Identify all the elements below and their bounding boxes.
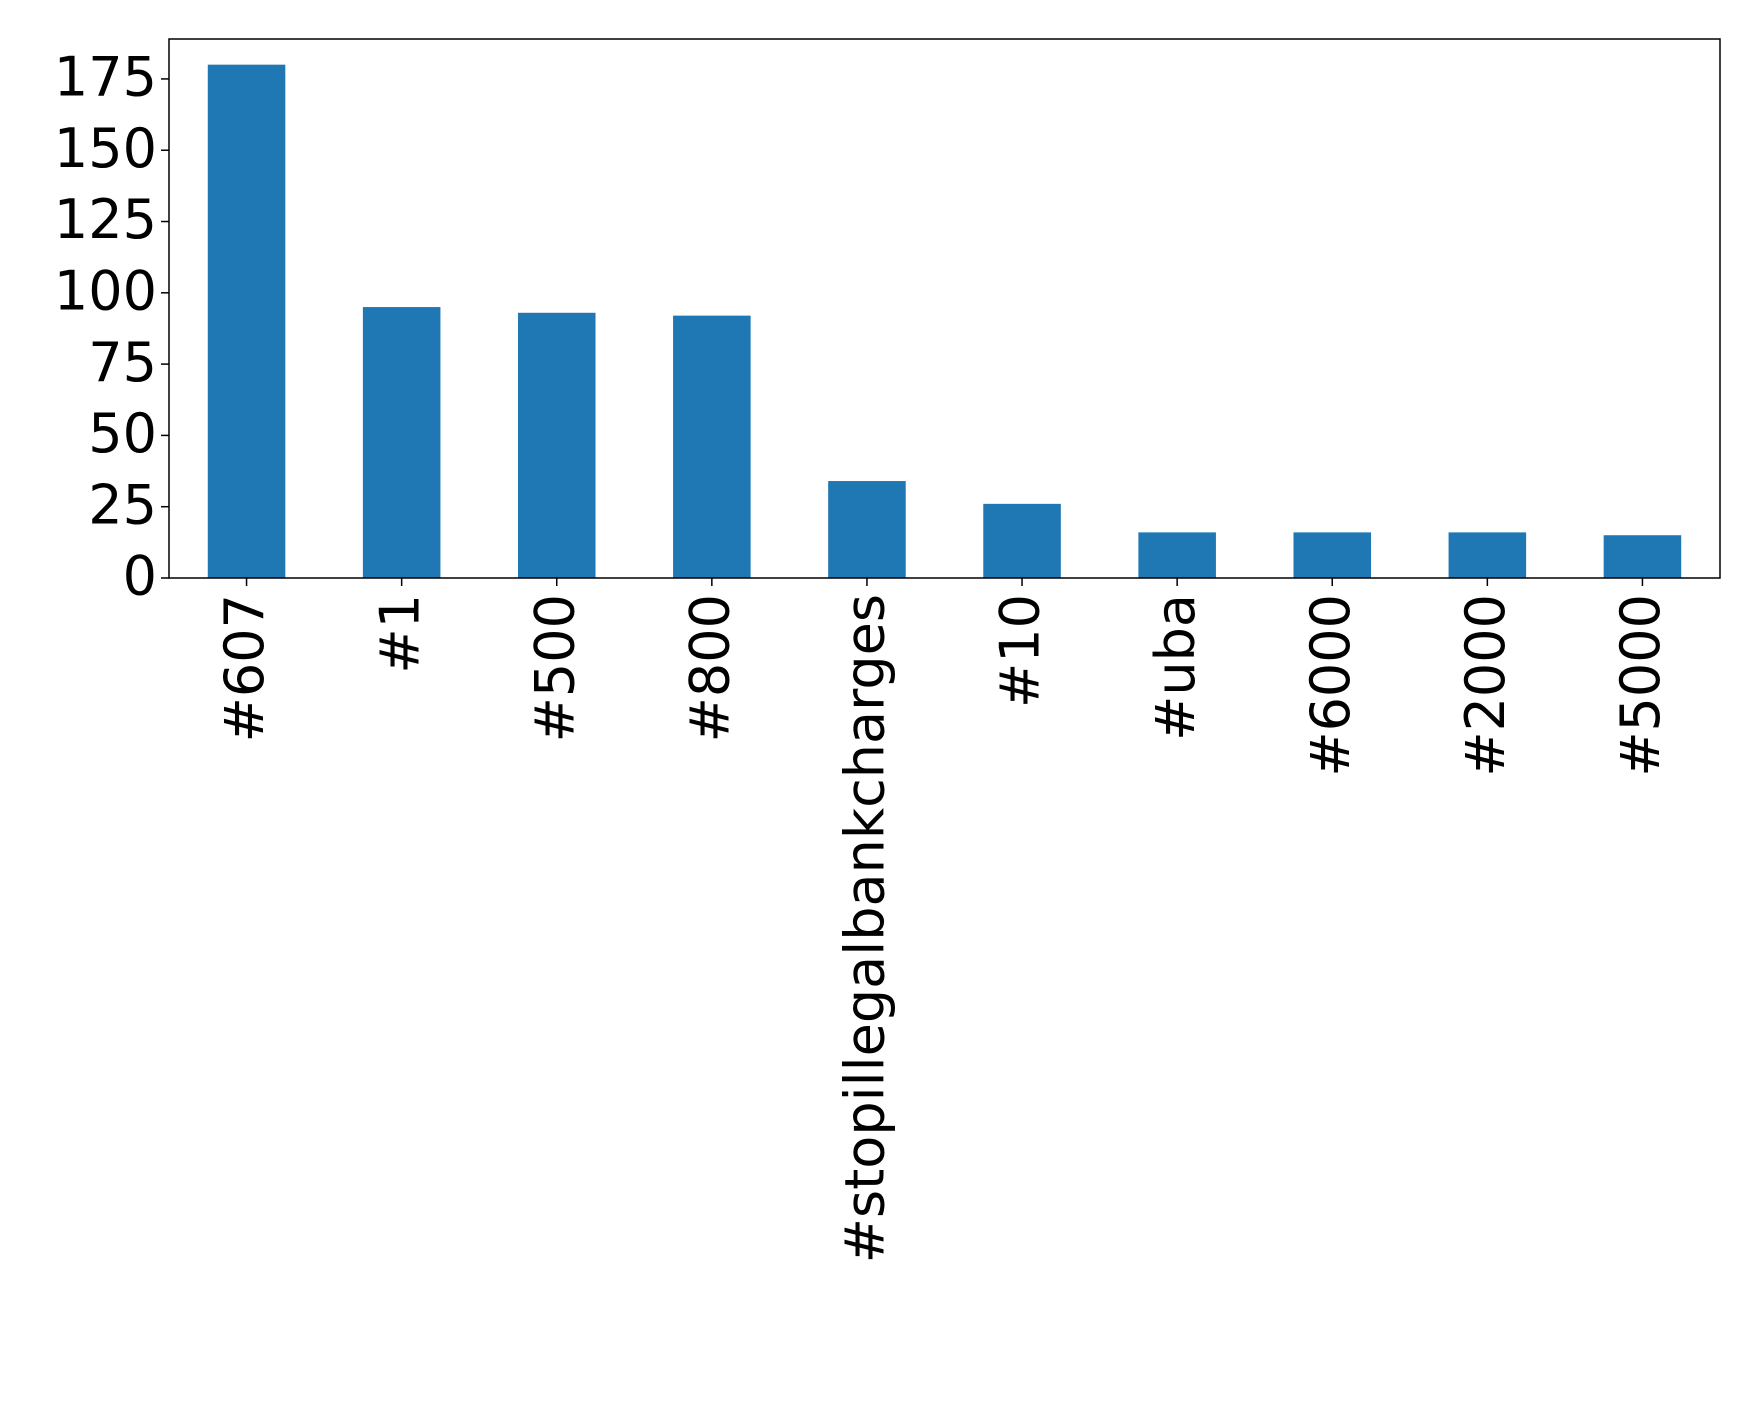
y-tick-label: 125 <box>54 188 157 251</box>
x-tick-label: #5000 <box>1609 594 1672 777</box>
x-tick-label: #stopillegalbankcharges <box>834 594 897 1263</box>
y-tick-label: 50 <box>88 402 157 465</box>
bar <box>517 312 596 578</box>
y-tick-label: 150 <box>54 117 157 180</box>
bar <box>1448 532 1527 578</box>
y-tick-label: 175 <box>54 46 157 109</box>
y-tick-label: 75 <box>88 331 157 394</box>
bar <box>1603 535 1682 578</box>
bar <box>207 64 286 578</box>
x-tick-label: #2000 <box>1454 594 1517 777</box>
bar <box>673 315 751 578</box>
x-tick-label: #607 <box>213 594 276 742</box>
bar <box>1138 532 1216 578</box>
x-tick-label: #500 <box>523 594 586 742</box>
y-tick-label: 25 <box>88 473 157 536</box>
y-tick-label: 100 <box>54 259 157 322</box>
bar <box>828 481 906 578</box>
x-tick-label: #10 <box>989 594 1052 708</box>
x-tick-label: #800 <box>678 594 741 742</box>
bar <box>1293 532 1372 578</box>
bar <box>983 503 1061 578</box>
plot-frame <box>168 38 1721 579</box>
x-tick-label: #1 <box>368 594 431 674</box>
x-tick-label: #uba <box>1144 594 1207 741</box>
bar <box>362 307 441 578</box>
y-tick-label: 0 <box>123 545 157 608</box>
x-tick-label: #6000 <box>1299 594 1362 777</box>
